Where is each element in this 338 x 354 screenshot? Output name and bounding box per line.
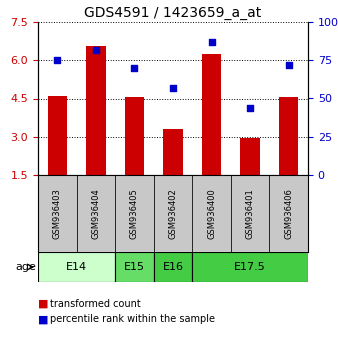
Bar	[125, 97, 144, 175]
Point	[286, 62, 291, 68]
Text: GSM936401: GSM936401	[246, 188, 255, 239]
Text: ■: ■	[38, 314, 48, 325]
Bar	[154, 175, 192, 252]
Bar	[241, 138, 260, 175]
Bar	[231, 175, 269, 252]
Bar	[192, 252, 308, 282]
Text: E16: E16	[163, 262, 184, 272]
Bar	[163, 129, 183, 175]
Point	[54, 57, 60, 63]
Bar	[154, 252, 192, 282]
Bar	[38, 252, 115, 282]
Text: GSM936402: GSM936402	[169, 188, 177, 239]
Text: percentile rank within the sample: percentile rank within the sample	[50, 314, 215, 325]
Text: GSM936403: GSM936403	[53, 188, 62, 239]
Bar	[115, 252, 154, 282]
Point	[93, 47, 99, 52]
Point	[132, 65, 137, 71]
Text: E17.5: E17.5	[234, 262, 266, 272]
Text: E14: E14	[66, 262, 87, 272]
Text: GSM936400: GSM936400	[207, 188, 216, 239]
Point	[209, 39, 214, 45]
Text: E15: E15	[124, 262, 145, 272]
Bar	[279, 97, 298, 175]
Title: GDS4591 / 1423659_a_at: GDS4591 / 1423659_a_at	[84, 6, 262, 19]
Bar	[115, 175, 154, 252]
Bar	[86, 46, 105, 175]
Text: GSM936404: GSM936404	[91, 188, 100, 239]
Text: ■: ■	[38, 298, 48, 309]
Text: GSM936406: GSM936406	[284, 188, 293, 239]
Point	[247, 105, 253, 110]
Point	[170, 85, 176, 91]
Bar	[192, 175, 231, 252]
Bar	[38, 175, 77, 252]
Text: age: age	[15, 262, 36, 272]
Bar	[202, 54, 221, 175]
Text: GSM936405: GSM936405	[130, 188, 139, 239]
Bar	[48, 96, 67, 175]
Bar	[269, 175, 308, 252]
Bar	[77, 175, 115, 252]
Text: transformed count: transformed count	[50, 298, 141, 309]
